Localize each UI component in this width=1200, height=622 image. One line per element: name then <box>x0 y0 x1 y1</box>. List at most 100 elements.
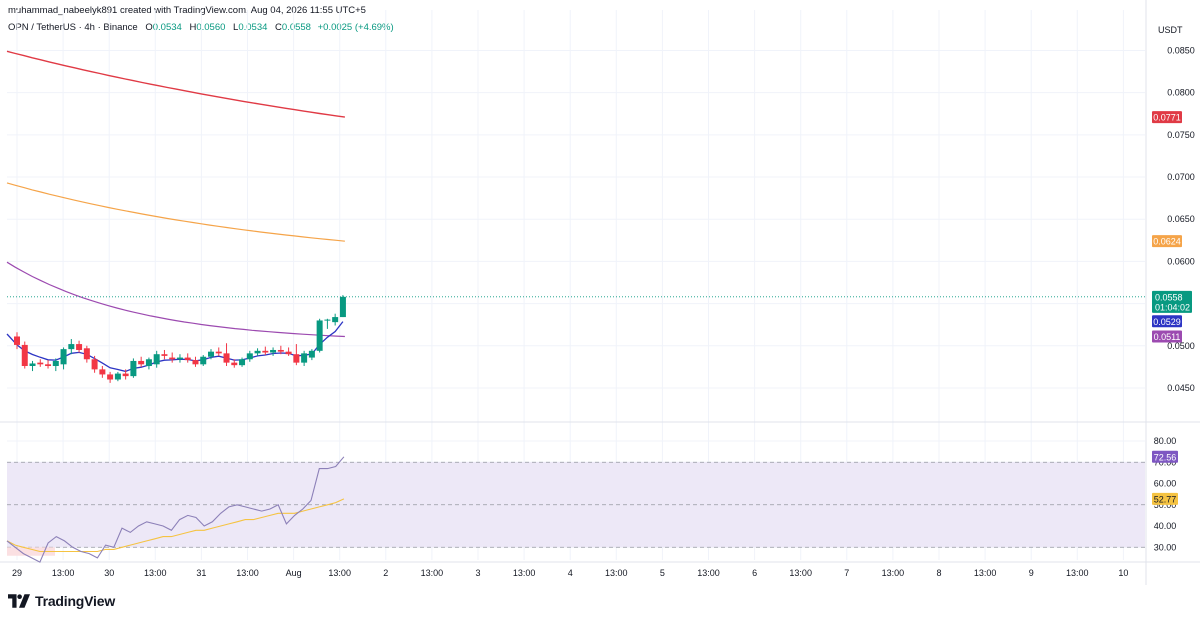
candle-down[interactable] <box>161 349 168 360</box>
symbol-title[interactable]: OPN / TetherUS · 4h · Binance <box>8 22 138 33</box>
rsi-value-badge-bg <box>1152 450 1178 463</box>
candle-down[interactable] <box>192 356 199 367</box>
low-value: 0.0534 <box>238 22 268 33</box>
candle-up[interactable] <box>270 347 277 356</box>
candle-up[interactable] <box>176 354 183 363</box>
candle-up[interactable] <box>130 358 137 378</box>
rsi-ma-value-badge: 52.77 <box>1154 494 1177 504</box>
candle-up[interactable] <box>114 371 121 382</box>
candle-down[interactable] <box>107 371 114 383</box>
candle-up[interactable] <box>316 318 323 353</box>
change-value: +0.0025 (+4.69%) <box>317 22 394 33</box>
candle-down[interactable] <box>262 346 269 356</box>
price-axis[interactable]: 0.0850 0.0800 0.0750 0.0700 0.0650 0.0600 0.05… <box>1167 45 1195 392</box>
candle-body <box>231 362 238 366</box>
rsi-ma-value-badge-bg <box>1152 492 1178 505</box>
candle-body <box>76 344 83 350</box>
candle-body <box>246 353 253 360</box>
candle-body <box>14 336 20 345</box>
rsi-ma-line <box>6 498 345 553</box>
candle-body <box>239 359 246 366</box>
price-tick-label: 0.0700 <box>1167 172 1195 182</box>
candle-down[interactable] <box>184 353 191 363</box>
candle-up[interactable] <box>332 313 339 326</box>
candle-up[interactable] <box>200 355 207 367</box>
candle-up[interactable] <box>324 318 331 329</box>
candle-body <box>52 360 59 367</box>
candle-body <box>45 364 52 367</box>
candle-body <box>277 349 284 352</box>
bar-countdown: 01:04:02 <box>1155 302 1190 312</box>
brand[interactable]: TradingView <box>8 593 115 609</box>
candle-up[interactable] <box>145 357 152 370</box>
candle-up[interactable] <box>254 348 261 356</box>
candle-down[interactable] <box>169 352 176 363</box>
price-tick-label: 0.0600 <box>1167 256 1195 266</box>
candle-down[interactable] <box>285 347 292 356</box>
candle-down[interactable] <box>37 359 44 367</box>
tradingview-logo-icon <box>8 594 30 608</box>
rsi-pane[interactable] <box>6 456 1145 563</box>
candle-down[interactable] <box>99 366 106 378</box>
candle-down[interactable] <box>91 355 98 373</box>
candle-up[interactable] <box>153 350 160 368</box>
time-tick-label: 13:00 <box>236 568 259 578</box>
time-tick-label: Aug <box>286 568 302 578</box>
time-tick-label: 4 <box>568 568 573 578</box>
time-tick-label: 10 <box>1118 568 1128 578</box>
candle-up[interactable] <box>246 350 253 362</box>
candles[interactable] <box>14 295 346 383</box>
rsi-oversold-fill <box>7 547 55 556</box>
candle-body <box>200 356 207 365</box>
candle-down[interactable] <box>231 359 238 368</box>
candle-down[interactable] <box>83 345 90 363</box>
candle-body <box>285 351 292 355</box>
candle-body <box>176 357 183 360</box>
rsi-tick-label: 60.00 <box>1154 479 1177 489</box>
candle-up[interactable] <box>308 349 315 361</box>
candle-down[interactable] <box>76 340 83 353</box>
candle-body <box>169 357 176 360</box>
candle-down[interactable] <box>293 344 300 366</box>
candle-up[interactable] <box>52 358 59 372</box>
price-tick-label: 0.0500 <box>1167 341 1195 351</box>
candle-down[interactable] <box>122 369 129 380</box>
ma-purple-line <box>6 261 345 338</box>
candle-up[interactable] <box>239 357 246 367</box>
candle-body <box>223 353 230 363</box>
time-axis[interactable]: 29 13:00 30 13:00 31 13:00 Aug 13:00 2 13:00 3 13:0… <box>12 568 1128 578</box>
last-price-badge: 0.0558 <box>1155 292 1183 302</box>
candle-down[interactable] <box>21 341 28 369</box>
candle-up[interactable] <box>208 349 214 360</box>
candle-body <box>301 353 308 363</box>
candle-up[interactable] <box>29 360 36 372</box>
candle-down[interactable] <box>45 360 52 369</box>
time-tick-label: 13:00 <box>882 568 905 578</box>
candle-down[interactable] <box>277 345 284 355</box>
candle-down[interactable] <box>223 343 230 367</box>
candle-up[interactable] <box>301 350 308 367</box>
low-label: L <box>233 22 239 33</box>
candle-body <box>21 344 28 367</box>
candle-up[interactable] <box>60 347 67 370</box>
ma-purple-value-badge-bg <box>1152 330 1182 343</box>
time-tick-label: 13:00 <box>421 568 444 578</box>
price-tick-label: 0.0450 <box>1167 383 1195 393</box>
ma-blue-value-badge-bg <box>1152 315 1182 328</box>
last-price-badge-bg <box>1152 290 1192 313</box>
rsi-value-badge: 72.56 <box>1154 452 1177 462</box>
candle-down[interactable] <box>14 332 20 350</box>
candle-body <box>99 369 106 375</box>
candle-down[interactable] <box>138 356 145 367</box>
candle-down[interactable] <box>215 347 222 356</box>
candle-up[interactable] <box>68 339 75 355</box>
time-tick-label: 5 <box>660 568 665 578</box>
time-tick-label: 13:00 <box>974 568 997 578</box>
candle-body <box>324 319 331 321</box>
time-tick-label: 2 <box>383 568 388 578</box>
candle-up[interactable] <box>339 295 346 318</box>
close-value: 0.0558 <box>281 22 311 33</box>
currency-label[interactable]: USDT <box>1158 25 1183 35</box>
